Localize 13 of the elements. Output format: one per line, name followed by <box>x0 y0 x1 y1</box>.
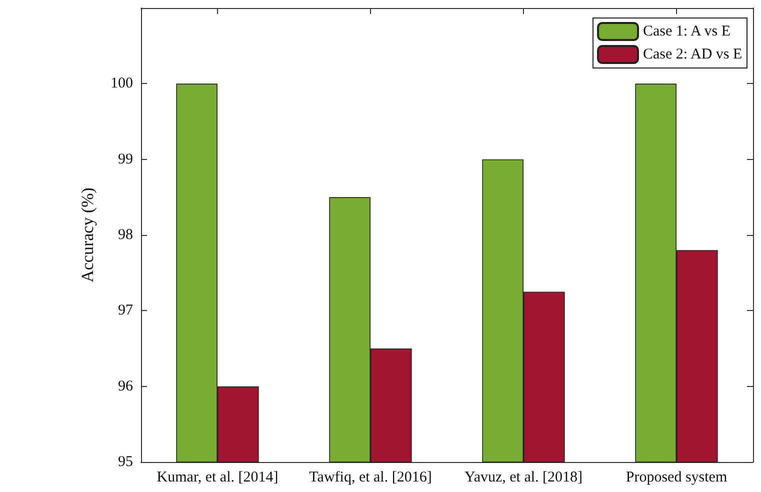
y-tick-label: 95 <box>118 454 133 470</box>
x-tick-label: Proposed system <box>626 470 728 486</box>
x-tick-label: Kumar, et al. [2014] <box>156 470 278 486</box>
y-tick-label: 99 <box>118 151 133 168</box>
x-tick-label: Yavuz, et al. [2018] <box>464 470 583 486</box>
legend-label: Case 2: AD vs E <box>643 46 742 62</box>
y-tick-label: 97 <box>118 302 134 319</box>
y-tick-label: 98 <box>118 227 133 243</box>
y-axis-title: Accuracy (%) <box>78 188 97 282</box>
y-tick-label: 96 <box>118 378 134 394</box>
x-tick-label: Tawfiq, et al. [2016] <box>309 470 432 486</box>
y-tick-label: 100 <box>110 76 133 92</box>
legend-label: Case 1: A vs E <box>643 24 731 40</box>
